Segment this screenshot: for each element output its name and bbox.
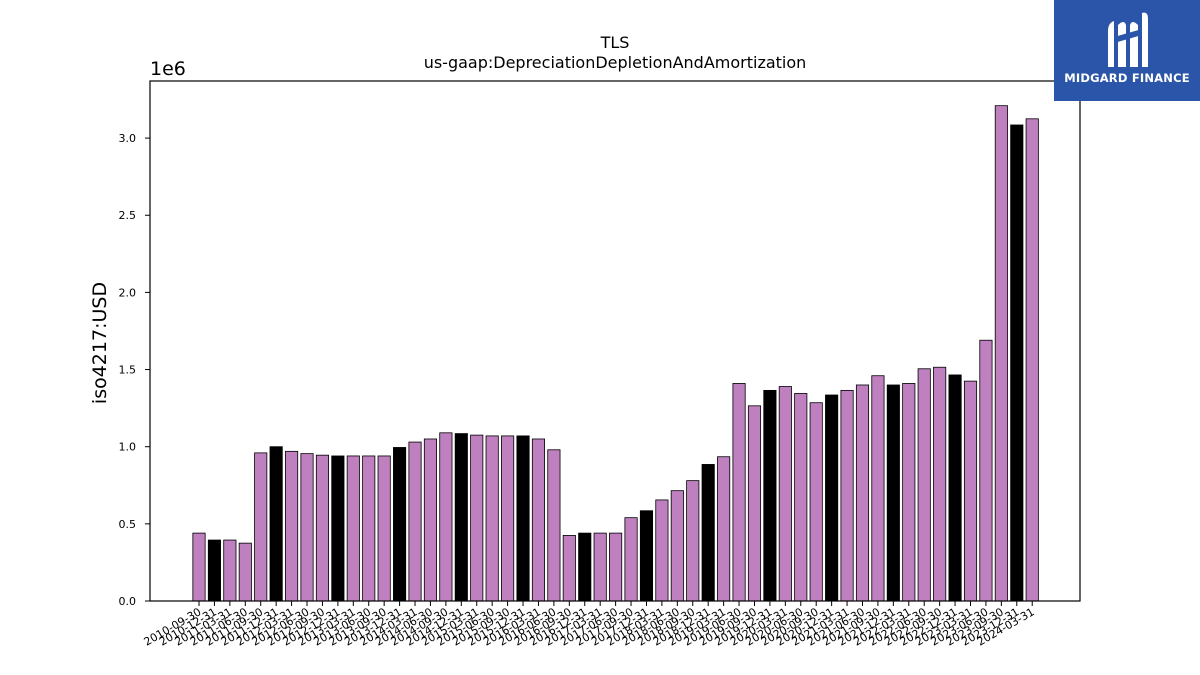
bar	[346, 455, 360, 602]
bar	[871, 375, 885, 602]
bar	[778, 386, 792, 602]
bar	[886, 384, 900, 602]
bar	[670, 490, 684, 602]
bar	[516, 435, 530, 602]
bar	[840, 389, 854, 602]
bar	[593, 532, 607, 602]
bar	[377, 455, 391, 602]
bar	[809, 402, 823, 602]
chart-subtitle: us-gaap:DepreciationDepletionAndAmortiza…	[424, 53, 807, 72]
y-offset-label: 1e6	[150, 58, 186, 80]
y-tick-label: 2.0	[119, 286, 137, 299]
brand-name: MIDGARD FINANCE	[1064, 71, 1190, 85]
bar	[439, 432, 453, 602]
bar	[207, 539, 221, 602]
bar	[470, 434, 484, 602]
bar	[562, 535, 576, 602]
bar	[223, 539, 237, 602]
bar	[362, 455, 376, 602]
bar	[285, 450, 299, 602]
bar	[979, 339, 993, 602]
bar	[300, 453, 314, 602]
bar	[454, 433, 468, 602]
chart-title: TLS	[600, 33, 630, 52]
bar	[855, 384, 870, 602]
bar	[1025, 118, 1039, 602]
bar	[763, 389, 777, 602]
bar	[547, 449, 561, 602]
bar	[933, 366, 947, 602]
bar	[948, 374, 962, 602]
bar	[1010, 124, 1024, 602]
bar	[717, 456, 731, 602]
y-tick-label: 0.0	[119, 595, 137, 608]
bar	[393, 447, 407, 602]
bar	[531, 438, 546, 602]
bar	[747, 405, 762, 602]
plot-frame	[149, 80, 1081, 602]
bar	[609, 532, 623, 602]
bar	[578, 532, 592, 602]
y-axis-label: iso4217:USD	[89, 282, 111, 404]
y-tick-label: 0.5	[119, 518, 137, 531]
bar	[624, 517, 638, 602]
bar	[331, 455, 345, 602]
bar	[254, 452, 268, 602]
plot-area: 0.00.51.01.52.02.53.02010-09-302010-12-3…	[119, 105, 1039, 649]
bar	[794, 393, 808, 602]
y-tick-label: 1.5	[119, 364, 137, 377]
midgard-logo-icon	[1108, 12, 1148, 68]
bar	[501, 435, 515, 602]
bar	[994, 105, 1008, 602]
y-tick-label: 3.0	[119, 132, 137, 145]
bar	[423, 438, 437, 602]
brand-logo: MIDGARD FINANCE	[1054, 0, 1200, 101]
bar	[902, 383, 916, 602]
bar	[192, 532, 206, 602]
bar	[963, 380, 978, 602]
y-tick-label: 1.0	[119, 441, 137, 454]
bar	[686, 480, 700, 602]
bar	[639, 510, 654, 602]
bar	[701, 464, 715, 602]
bar	[732, 383, 746, 602]
bar	[917, 368, 931, 602]
bar	[408, 441, 422, 602]
bar	[655, 499, 669, 602]
y-tick-label: 2.5	[119, 209, 137, 222]
bar	[485, 435, 499, 602]
bar	[315, 454, 329, 602]
bar	[269, 446, 283, 602]
bar	[238, 542, 252, 602]
bar	[825, 394, 839, 602]
